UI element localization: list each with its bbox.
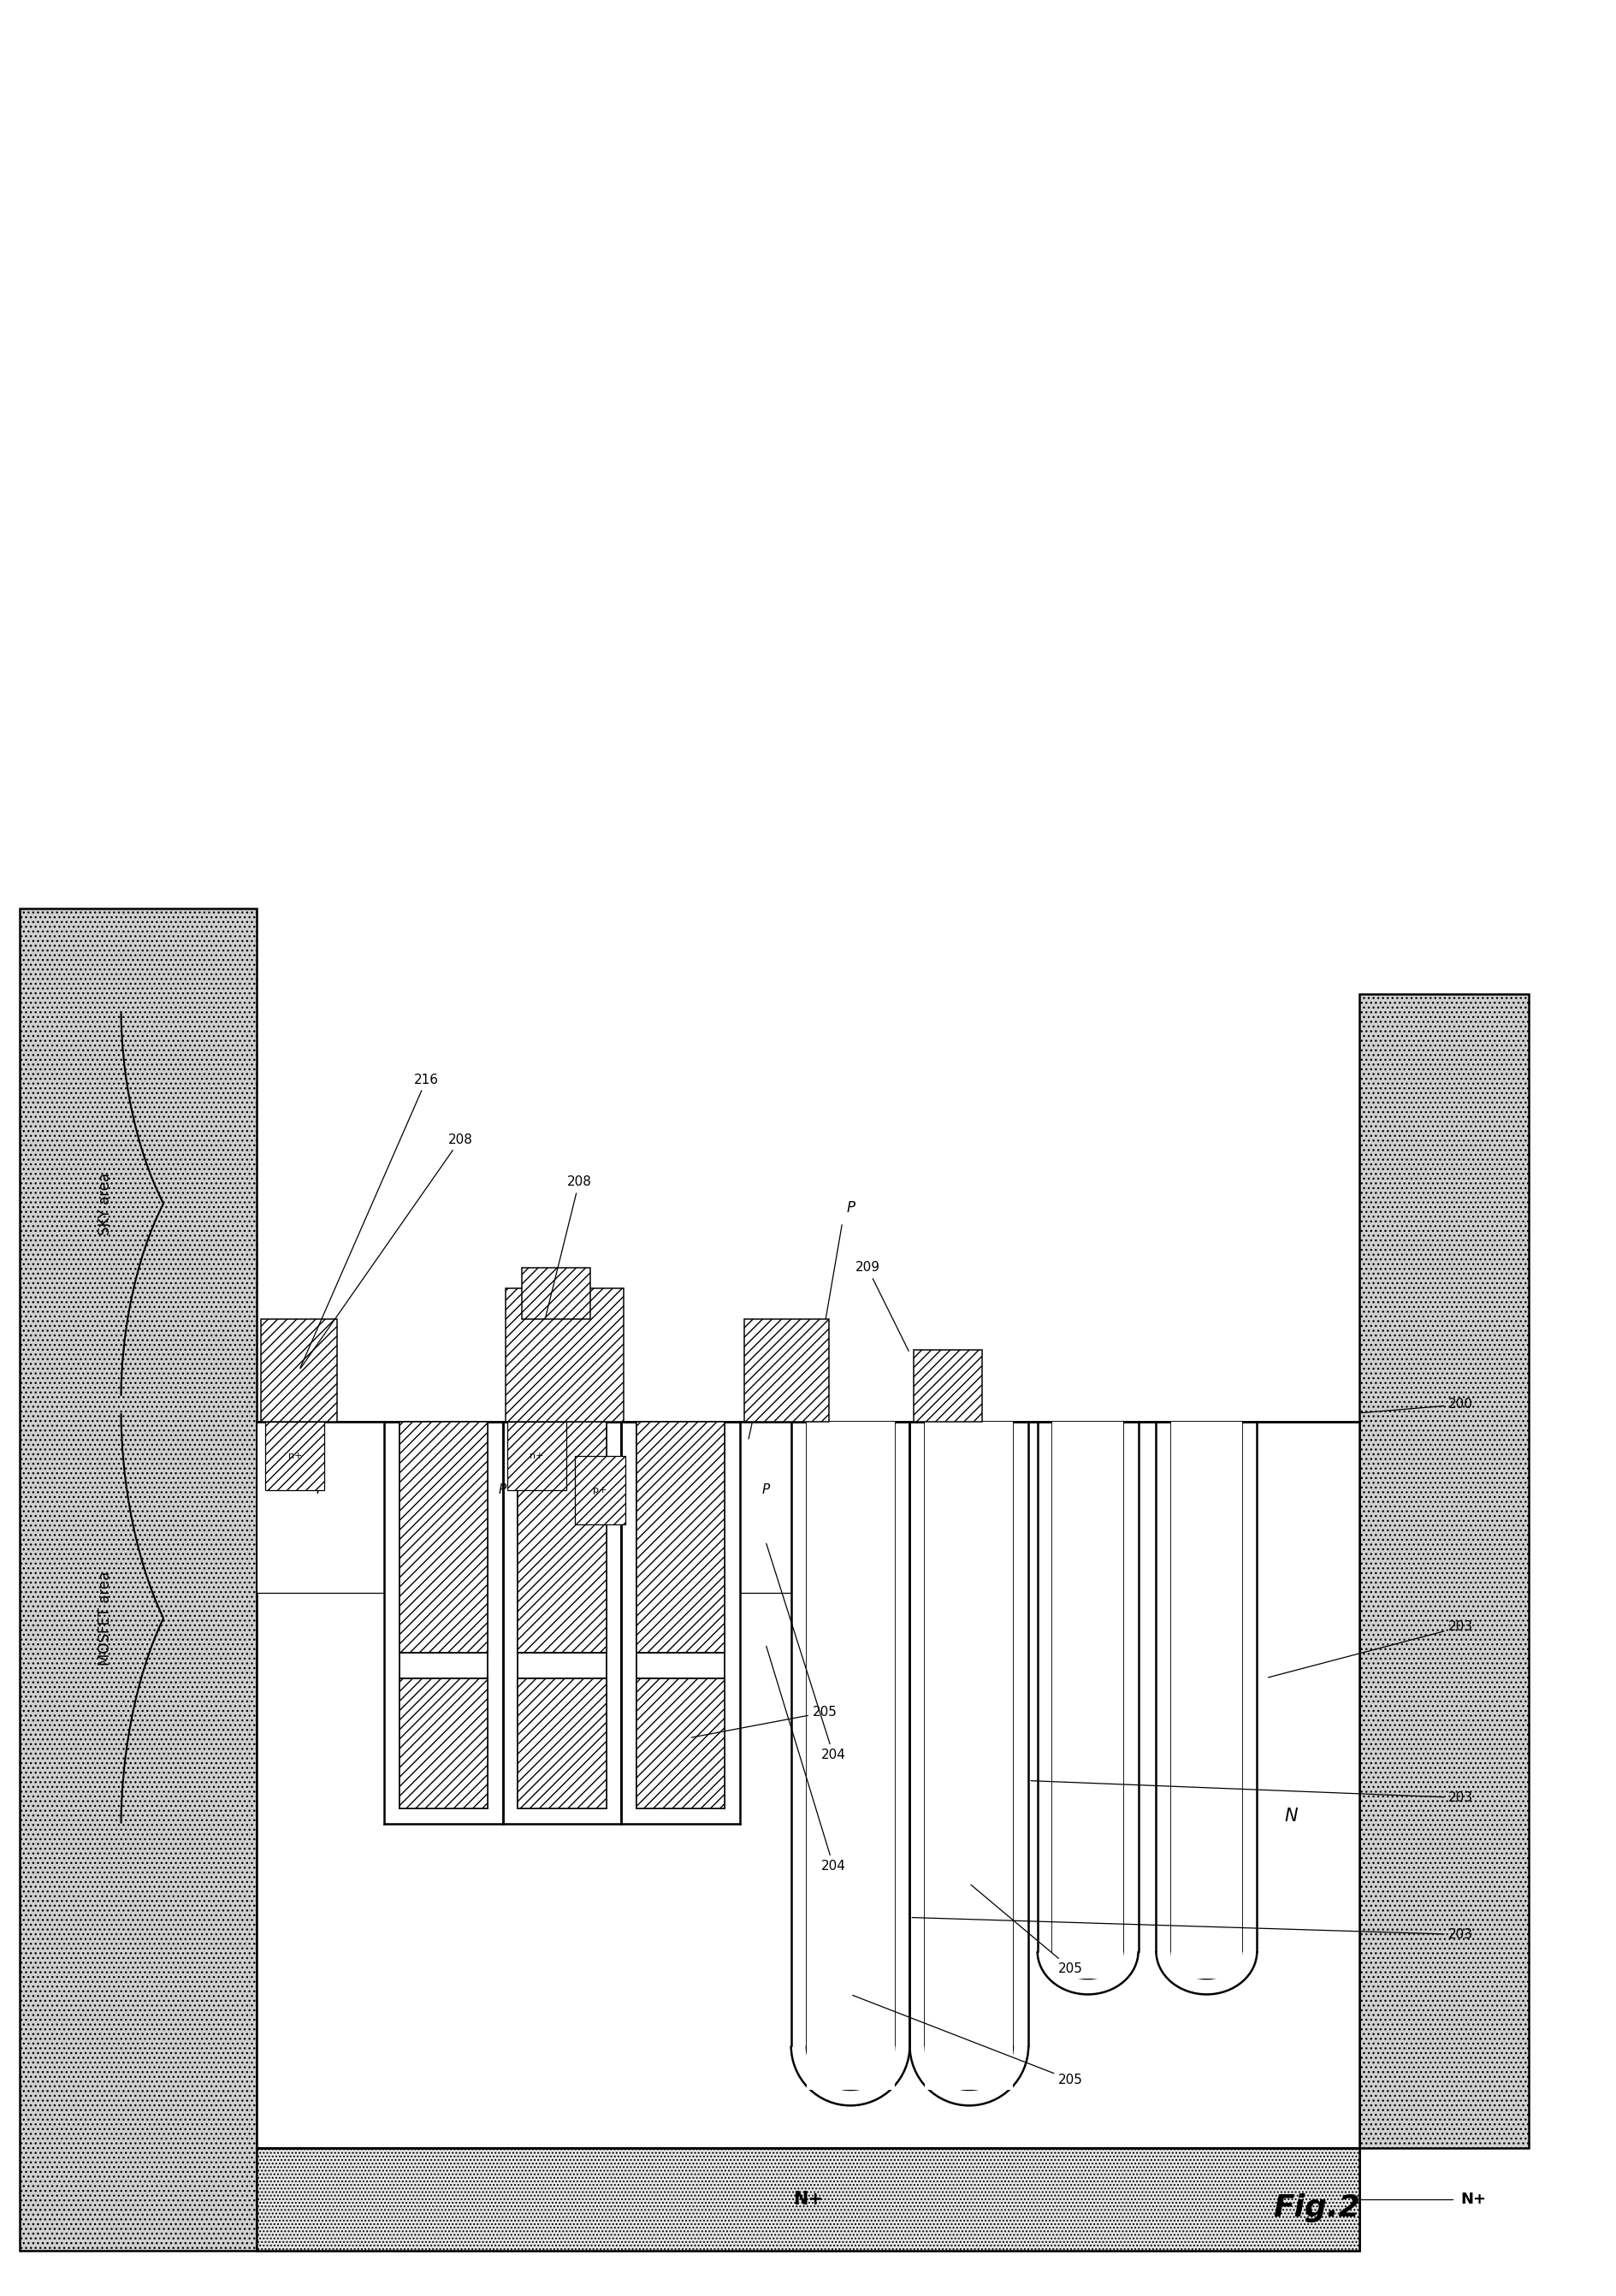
- Text: P: P: [317, 1483, 325, 1497]
- Bar: [1359, 994, 1529, 2149]
- Bar: [1052, 1942, 1123, 1979]
- Text: 203: 203: [911, 1917, 1474, 1940]
- Text: N+: N+: [793, 2190, 823, 2209]
- Bar: [924, 2037, 1013, 2089]
- Text: 204: 204: [766, 1646, 845, 1874]
- Bar: [575, 1456, 625, 1525]
- Text: P: P: [499, 1483, 507, 1497]
- Text: P: P: [761, 1345, 769, 1362]
- Text: 203: 203: [1031, 1782, 1474, 1805]
- Bar: [257, 1421, 385, 1593]
- Text: P: P: [847, 1201, 855, 1215]
- Text: SKY area: SKY area: [97, 1173, 113, 1235]
- Text: 203: 203: [1269, 1621, 1474, 1678]
- Bar: [265, 1421, 325, 1490]
- Bar: [507, 1421, 566, 1490]
- Bar: [806, 2037, 895, 2089]
- Text: MOSFET area: MOSFET area: [97, 1570, 113, 1665]
- Bar: [257, 1421, 1359, 2149]
- Text: n+: n+: [288, 1451, 302, 1460]
- Text: 216: 216: [301, 1072, 440, 1368]
- Text: N+: N+: [1461, 2193, 1487, 2206]
- Bar: [522, 1267, 590, 1318]
- Text: P: P: [617, 1483, 625, 1497]
- Text: N: N: [1285, 1807, 1298, 1825]
- Bar: [745, 1318, 829, 1421]
- Bar: [637, 1421, 726, 1653]
- Text: 208: 208: [301, 1132, 472, 1368]
- Bar: [740, 1421, 792, 1593]
- Bar: [399, 1678, 488, 1807]
- Text: P: P: [761, 1345, 769, 1362]
- Bar: [519, 1678, 606, 1807]
- Text: 200: 200: [1362, 1398, 1474, 1412]
- Bar: [1172, 1421, 1241, 1952]
- Bar: [924, 1421, 1013, 2046]
- Bar: [806, 1421, 895, 2046]
- Text: Fig.2: Fig.2: [1273, 2193, 1361, 2223]
- Bar: [1172, 1942, 1241, 1979]
- Bar: [257, 2149, 1359, 2250]
- Bar: [519, 1421, 606, 1653]
- Text: p+: p+: [593, 1486, 608, 1495]
- Text: 204: 204: [766, 1543, 845, 1761]
- Bar: [915, 1350, 983, 1421]
- Bar: [506, 1288, 624, 1421]
- Text: 205: 205: [971, 1885, 1083, 1975]
- Bar: [1052, 1421, 1123, 1952]
- Text: 208: 208: [546, 1176, 591, 1316]
- Bar: [257, 2149, 1359, 2250]
- Text: 205: 205: [692, 1706, 837, 1738]
- Bar: [19, 909, 257, 2250]
- Text: 209: 209: [855, 1261, 908, 1350]
- Bar: [262, 1318, 338, 1421]
- Bar: [399, 1421, 488, 1653]
- Text: n+: n+: [530, 1451, 543, 1460]
- Bar: [637, 1678, 726, 1807]
- Text: P: P: [761, 1483, 769, 1497]
- Text: 205: 205: [853, 1995, 1083, 2087]
